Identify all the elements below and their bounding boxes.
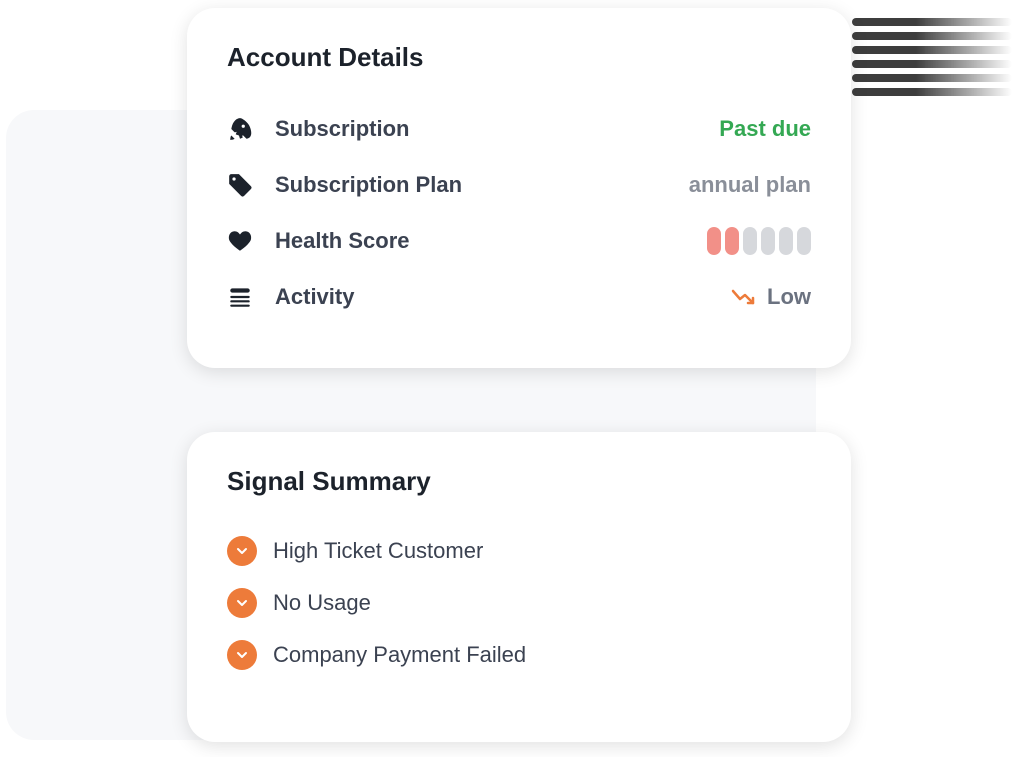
signal-row[interactable]: High Ticket Customer: [227, 525, 811, 577]
signal-summary-card: Signal Summary High Ticket Customer No Us…: [187, 432, 851, 742]
chevron-down-icon[interactable]: [227, 536, 257, 566]
detail-label: Activity: [275, 284, 731, 310]
trend-down-icon: [731, 287, 759, 307]
account-details-title: Account Details: [227, 42, 811, 73]
account-details-card: Account Details Subscription Past due Su…: [187, 8, 851, 368]
activity-text: Low: [767, 284, 811, 310]
signal-label: High Ticket Customer: [273, 538, 483, 564]
heart-icon: [227, 228, 275, 254]
subscription-status-value: Past due: [719, 116, 811, 142]
detail-row-health: Health Score: [227, 213, 811, 269]
chevron-down-icon[interactable]: [227, 588, 257, 618]
plan-value: annual plan: [689, 172, 811, 198]
detail-row-activity: Activity Low: [227, 269, 811, 325]
tag-icon: [227, 172, 275, 198]
detail-label: Subscription: [275, 116, 719, 142]
health-pill-empty: [779, 227, 793, 255]
signal-label: Company Payment Failed: [273, 642, 526, 668]
health-pill-empty: [797, 227, 811, 255]
health-pill-empty: [761, 227, 775, 255]
health-pill-filled: [725, 227, 739, 255]
signal-row[interactable]: Company Payment Failed: [227, 629, 811, 681]
detail-label: Health Score: [275, 228, 707, 254]
activity-value: Low: [731, 284, 811, 310]
chevron-down-icon[interactable]: [227, 640, 257, 670]
health-score-value: [707, 227, 811, 255]
rocket-icon: [227, 116, 275, 142]
detail-row-subscription: Subscription Past due: [227, 101, 811, 157]
detail-label: Subscription Plan: [275, 172, 689, 198]
signal-summary-title: Signal Summary: [227, 466, 811, 497]
health-pill-filled: [707, 227, 721, 255]
health-pill-empty: [743, 227, 757, 255]
decorative-shadow: [852, 18, 1012, 108]
signal-row[interactable]: No Usage: [227, 577, 811, 629]
signal-label: No Usage: [273, 590, 371, 616]
detail-row-plan: Subscription Plan annual plan: [227, 157, 811, 213]
list-icon: [227, 284, 275, 310]
